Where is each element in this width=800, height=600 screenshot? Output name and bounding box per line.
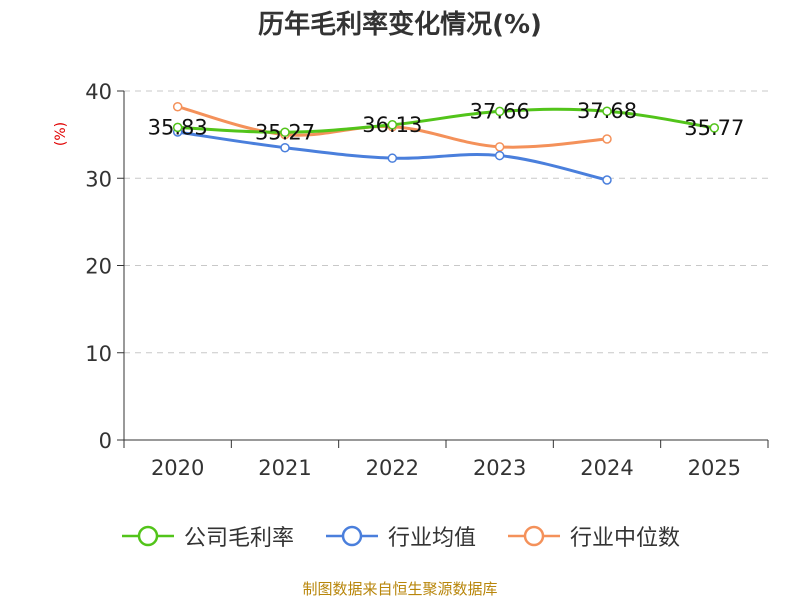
data-label: 35.27 xyxy=(255,120,315,144)
series-point xyxy=(494,150,505,161)
legend-item[interactable]: 公司毛利率 xyxy=(120,520,294,552)
data-label: 35.83 xyxy=(148,115,208,139)
legend: 公司毛利率 行业均值 行业中位数 xyxy=(0,520,800,552)
x-tick-label: 2021 xyxy=(258,456,311,480)
series-point xyxy=(280,142,290,153)
legend-swatch-marker xyxy=(523,525,545,547)
x-tick-label: 2022 xyxy=(366,456,419,480)
y-tick-label: 30 xyxy=(85,167,112,191)
series-point xyxy=(172,122,183,133)
series-point xyxy=(494,142,505,152)
series-point xyxy=(494,106,505,117)
series-point xyxy=(280,127,290,138)
legend-item[interactable]: 行业中位数 xyxy=(506,520,680,552)
legend-item[interactable]: 行业均值 xyxy=(324,520,476,552)
legend-swatch-marker xyxy=(341,525,363,547)
series-point xyxy=(602,134,612,144)
x-tick-label: 2023 xyxy=(473,456,526,480)
legend-label: 行业均值 xyxy=(387,526,476,551)
data-label: 37.66 xyxy=(470,99,530,123)
series-point xyxy=(172,101,183,112)
data-label: 37.68 xyxy=(577,99,637,123)
x-tick-label: 2024 xyxy=(580,456,633,480)
source-note: 制图数据来自恒生聚源数据库 xyxy=(302,580,498,598)
legend-swatch-marker xyxy=(137,525,159,547)
y-tick-label: 20 xyxy=(85,255,112,279)
y-tick-label: 0 xyxy=(99,429,112,453)
chart-title: 历年毛利率变化情况(%) xyxy=(258,10,542,40)
series-point xyxy=(387,120,398,130)
x-tick-label: 2020 xyxy=(151,456,204,480)
legend-swatch-icon xyxy=(121,525,174,547)
y-tick-label: 10 xyxy=(85,342,112,366)
legend-swatch-icon xyxy=(325,525,378,547)
series-point xyxy=(709,123,720,133)
series-point xyxy=(602,175,612,185)
legend-label: 公司毛利率 xyxy=(183,526,294,551)
series-point xyxy=(602,106,612,116)
series-line xyxy=(177,107,715,134)
data-label: 36.13 xyxy=(362,113,422,137)
y-tick-label: 40 xyxy=(85,80,112,104)
legend-swatch-icon xyxy=(508,525,560,547)
series-point xyxy=(387,153,398,163)
x-tick-label: 2025 xyxy=(688,456,741,480)
legend-label: 行业中位数 xyxy=(570,526,681,551)
data-label: 35.77 xyxy=(684,116,744,140)
